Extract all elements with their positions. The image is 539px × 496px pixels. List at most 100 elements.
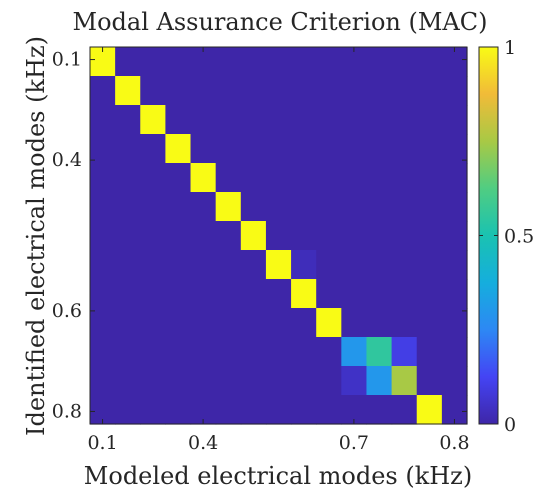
heatmap-cell-r5-c5 [215,192,242,222]
x-tick-label: 0.4 [188,432,218,454]
heatmap-cell-r8-c4 [190,279,217,309]
heatmap-cell-r9-c12 [391,308,418,338]
heatmap-cell-r4-c1 [115,163,141,193]
heatmap-cell-r6-c13 [416,221,443,251]
heatmap-cell-r4-c0 [90,163,116,193]
heatmap-cell-r10-c14 [441,337,468,367]
heatmap-cell-r10-c2 [140,337,166,367]
heatmap-cell-r10-c11 [366,337,393,367]
y-axis-label: Identified electrical modes (kHz) [22,36,50,436]
heatmap-cell-r10-c13 [416,337,443,367]
heatmap-cell-r7-c7 [265,250,292,280]
heatmap-cell-r5-c4 [190,192,217,222]
heatmap-cell-r9-c2 [140,308,166,338]
heatmap-cell-r11-c5 [215,366,242,396]
heatmap-cell-r5-c1 [115,192,141,222]
heatmap-cell-r2-c1 [115,105,141,135]
heatmap-cell-r1-c0 [90,76,116,106]
heatmap-cell-r6-c1 [115,221,141,251]
heatmap-cell-r12-c7 [265,395,292,425]
heatmap-cell-r7-c10 [341,250,368,280]
heatmap-cell-r11-c2 [140,366,166,396]
heatmap-cell-r12-c12 [391,395,418,425]
heatmap-cell-r6-c6 [240,221,267,251]
heatmap-cell-r0-c5 [215,47,242,77]
heatmap-cell-r7-c6 [240,250,267,280]
heatmap-cell-r6-c8 [291,221,317,251]
heatmap-cell-r1-c8 [291,76,317,106]
heatmap-cell-r12-c6 [240,395,267,425]
heatmap-cell-r9-c11 [366,308,393,338]
heatmap-cell-r10-c6 [240,337,267,367]
heatmap-cell-r1-c3 [165,76,192,106]
heatmap-cell-r10-c8 [291,337,317,367]
heatmap-cell-r3-c10 [341,134,368,164]
heatmap-cell-r9-c9 [316,308,342,338]
heatmap-cell-r1-c10 [341,76,368,106]
heatmap-cell-r2-c5 [215,105,242,135]
heatmap-cell-r5-c3 [165,192,192,222]
heatmap-cell-r1-c11 [366,76,393,106]
heatmap-cell-r10-c7 [265,337,292,367]
heatmap-cell-r3-c14 [441,134,468,164]
heatmap-cell-r11-c1 [115,366,141,396]
heatmap-cell-r2-c13 [416,105,443,135]
heatmap-cell-r5-c6 [240,192,267,222]
heatmap-cell-r8-c14 [441,279,468,309]
heatmap-cell-r6-c12 [391,221,418,251]
heatmap-cell-r4-c7 [265,163,292,193]
heatmap-cell-r11-c8 [291,366,317,396]
heatmap-cell-r2-c9 [316,105,342,135]
heatmap-cell-r3-c6 [240,134,267,164]
heatmap-cell-r0-c11 [366,47,393,77]
heatmap-cell-r12-c5 [215,395,242,425]
heatmap-cell-r9-c1 [115,308,141,338]
heatmap-cell-r2-c7 [265,105,292,135]
heatmap-cell-r4-c2 [140,163,166,193]
heatmap-cell-r3-c9 [316,134,342,164]
heatmap-cell-r8-c1 [115,279,141,309]
heatmap-cell-r3-c7 [265,134,292,164]
heatmap-cell-r10-c5 [215,337,242,367]
heatmap-cell-r0-c3 [165,47,192,77]
heatmap-cell-r0-c9 [316,47,342,77]
heatmap-cell-r8-c11 [366,279,393,309]
heatmap-cell-r3-c0 [90,134,116,164]
y-tick-label: 0.4 [52,149,82,171]
heatmap-cell-r10-c12 [391,337,418,367]
heatmap-cell-r7-c12 [391,250,418,280]
colorbar-tick-label: 0 [504,414,516,436]
heatmap-cell-r0-c1 [115,47,141,77]
x-tick-label: 0.8 [439,432,469,454]
heatmap-cell-r3-c8 [291,134,317,164]
chart-title: Modal Assurance Criterion (MAC) [73,8,488,36]
heatmap-cell-r7-c13 [416,250,443,280]
heatmap-cell-r7-c3 [165,250,192,280]
heatmap-cell-r11-c7 [265,366,292,396]
heatmap-cell-r7-c9 [316,250,342,280]
heatmap-cell-r0-c6 [240,47,267,77]
heatmap-cell-r0-c12 [391,47,418,77]
y-tick-label: 0.8 [52,400,82,422]
heatmap-cell-r9-c5 [215,308,242,338]
heatmap-cell-r1-c4 [190,76,217,106]
heatmap-cell-r8-c7 [265,279,292,309]
heatmap-cells [90,47,468,425]
heatmap-cell-r3-c4 [190,134,217,164]
heatmap-cell-r3-c2 [140,134,166,164]
heatmap-cell-r7-c1 [115,250,141,280]
heatmap-cell-r5-c14 [441,192,468,222]
heatmap-cell-r6-c11 [366,221,393,251]
heatmap-cell-r1-c9 [316,76,342,106]
heatmap-cell-r3-c5 [215,134,242,164]
heatmap-cell-r9-c7 [265,308,292,338]
heatmap-cell-r8-c12 [391,279,418,309]
heatmap-cell-r11-c3 [165,366,192,396]
heatmap-cell-r12-c2 [140,395,166,425]
heatmap-cell-r4-c5 [215,163,242,193]
x-axis-label: Modeled electrical modes (kHz) [84,462,472,490]
heatmap-cell-r4-c8 [291,163,317,193]
heatmap-cell-r0-c2 [140,47,166,77]
heatmap-cell-r3-c11 [366,134,393,164]
heatmap-cell-r2-c11 [366,105,393,135]
